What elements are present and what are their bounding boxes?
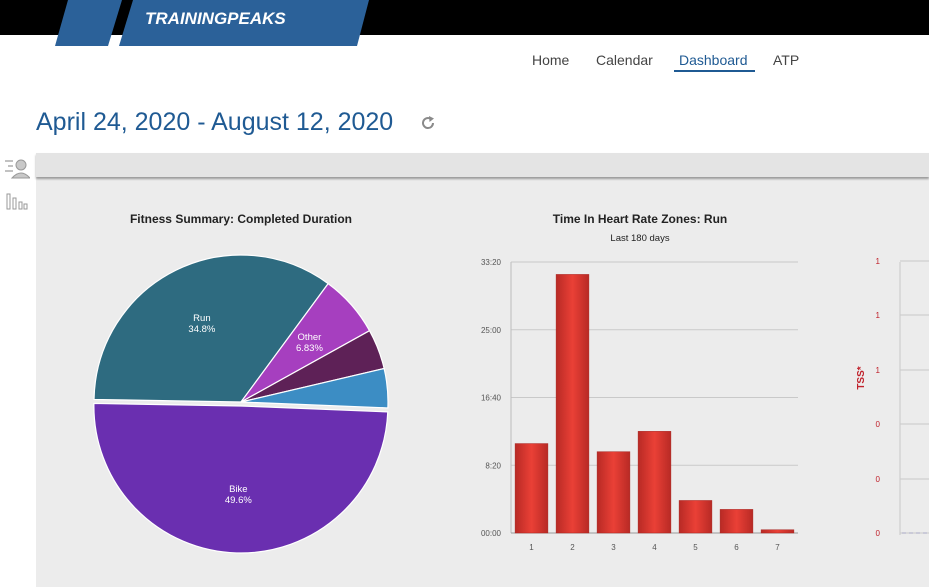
bar-x-tick: 5: [693, 543, 698, 552]
bar-x-tick: 4: [652, 543, 657, 552]
bar-y-tick: 16:40: [481, 394, 502, 403]
tss-y-tick: 1: [876, 311, 881, 320]
nav-home[interactable]: Home: [532, 52, 570, 68]
bar-y-tick: 00:00: [481, 529, 502, 538]
bar-x-tick: 7: [775, 543, 780, 552]
bar[interactable]: [719, 509, 754, 534]
athlete-list-icon[interactable]: [4, 157, 32, 179]
nav-active-indicator: [674, 70, 755, 72]
logo-left-stripe: [55, 0, 122, 46]
nav-dashboard[interactable]: Dashboard: [679, 52, 748, 68]
bar[interactable]: [760, 529, 795, 534]
brand-name: TRAININGPEAKS: [145, 9, 286, 28]
tss-y-tick: 0: [876, 529, 881, 538]
bar-x-tick: 2: [570, 543, 575, 552]
bar-x-tick: 3: [611, 543, 616, 552]
bar-chart-title: Time In Heart Rate Zones: Run: [553, 212, 727, 226]
bar-y-tick: 8:20: [485, 461, 501, 470]
bar[interactable]: [555, 274, 590, 534]
bar-chart-icon[interactable]: [6, 192, 28, 210]
pie-slice-value: 6.83%: [296, 343, 323, 354]
tss-y-tick: 1: [876, 257, 881, 266]
bar-x-tick: 1: [529, 543, 534, 552]
bar-chart-subtitle: Last 180 days: [610, 233, 669, 244]
pie-slice-value: 49.6%: [225, 495, 252, 506]
main-navigation: Home Calendar Dashboard ATP: [0, 52, 929, 76]
pie-chart-title: Fitness Summary: Completed Duration: [130, 212, 352, 226]
pie-slice-value: 34.8%: [188, 324, 215, 335]
pie-slice-label: Bike: [229, 484, 247, 495]
bar[interactable]: [596, 451, 631, 534]
pie-slice-label: Run: [193, 313, 210, 324]
pie-slice-label: Other: [298, 332, 322, 343]
tss-chart: TSS* 0 0 0 1 1 1: [856, 257, 929, 538]
pie-slice[interactable]: [93, 254, 330, 403]
nav-atp[interactable]: ATP: [773, 52, 800, 68]
pie-slice[interactable]: [240, 367, 389, 409]
tss-y-tick: 0: [876, 420, 881, 429]
date-range-title: April 24, 2020 - August 12, 2020: [36, 108, 394, 136]
bar-x-tick: 6: [734, 543, 739, 552]
brand-logo[interactable]: TRAININGPEAKS: [0, 0, 929, 47]
tss-axis-label: TSS*: [856, 366, 867, 389]
bar-chart: 00:00 8:20 16:40 25:00 33:20 1 2 3 4 5 6 7: [481, 258, 798, 552]
tss-y-tick: 0: [876, 475, 881, 484]
bar-y-tick: 33:20: [481, 258, 502, 267]
nav-calendar[interactable]: Calendar: [596, 52, 653, 68]
bar[interactable]: [514, 443, 549, 534]
logo-main-block: [119, 0, 369, 46]
dashboard-toolbar: [36, 153, 929, 177]
pie-slice[interactable]: [93, 402, 389, 554]
bar-y-tick: 25:00: [481, 326, 502, 335]
bar[interactable]: [678, 500, 713, 534]
tss-y-tick: 1: [876, 366, 881, 375]
refresh-icon[interactable]: [419, 114, 437, 132]
bar[interactable]: [637, 431, 672, 534]
